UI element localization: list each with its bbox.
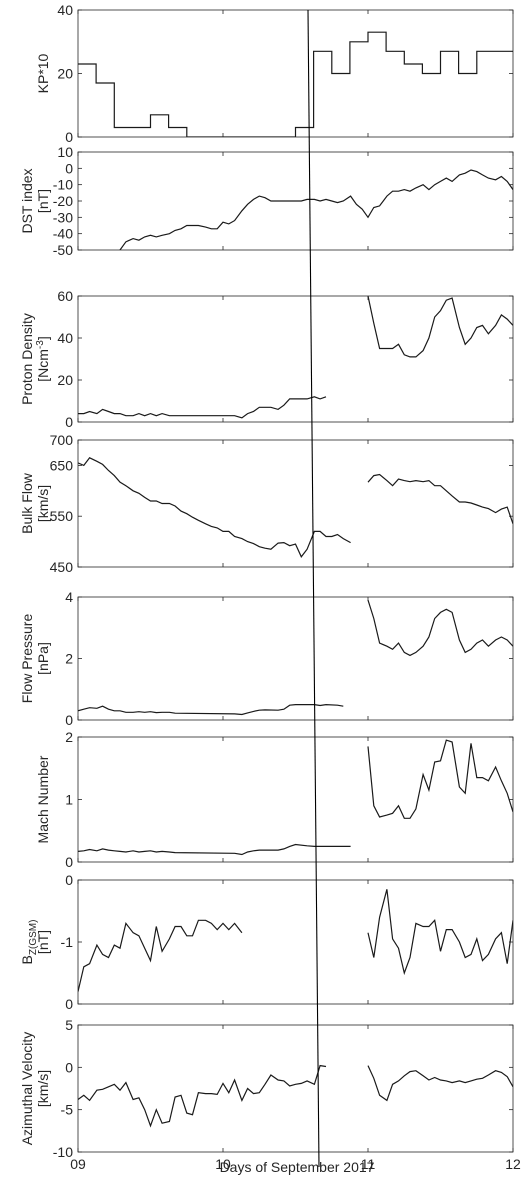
pressure-ylabel-line: Flow Pressure xyxy=(19,614,35,704)
azimuthal-series-segment-1 xyxy=(78,1064,327,1128)
mach-ytick-label: 1 xyxy=(65,792,73,808)
bz-series-segment-2 xyxy=(367,889,513,976)
azimuthal-ytick-label: -10 xyxy=(53,1144,73,1160)
mach-ylabel-line: Mach Number xyxy=(35,755,51,843)
density-series-segment-2 xyxy=(367,296,513,358)
bulkflow-ytick-label: 700 xyxy=(50,432,74,448)
pressure-series-segment-2 xyxy=(367,599,513,657)
kp-axes-box xyxy=(77,9,514,138)
panel-mach: 0 1 2 Mach Number xyxy=(35,729,514,870)
bz-ytick-label: 0 xyxy=(65,996,73,1012)
bz-ytick-label: -1 xyxy=(61,934,74,950)
dst-ytick-label: -40 xyxy=(53,226,73,242)
bulkflow-ylabel-line: [km/s] xyxy=(35,485,51,522)
azimuthal-ytick-label: 5 xyxy=(65,1017,73,1033)
kp-ytick-label: 0 xyxy=(65,129,73,145)
pressure-ylabel-line: [nPa] xyxy=(35,642,51,675)
azimuthal-ylabel-line: Azimuthal Velocity xyxy=(19,1032,35,1146)
panel-kp: 0 20 40 KP*10 xyxy=(35,2,514,145)
kp-ylabel-line: KP*10 xyxy=(35,53,51,93)
dst-ytick-label: 10 xyxy=(57,144,73,160)
kp-series-segment-1 xyxy=(78,31,513,137)
bulkflow-axes-box xyxy=(77,439,514,568)
panel-bulkflow: 450 550 650 700 Bulk Flow [km/s] xyxy=(19,432,514,575)
pressure-ytick-label: 0 xyxy=(65,712,73,728)
mach-ytick-label: 2 xyxy=(65,729,73,745)
azimuthal-ylabel-line: [km/s] xyxy=(35,1070,51,1107)
bulkflow-series-segment-1 xyxy=(78,457,351,558)
bulkflow-series-segment-2 xyxy=(367,473,513,524)
dst-ytick-label: -50 xyxy=(53,242,73,258)
pressure-series-segment-1 xyxy=(78,703,344,716)
bz-series-segment-1 xyxy=(78,919,243,992)
bulkflow-ytick-label: 650 xyxy=(50,457,74,473)
azimuthal-series-segment-2 xyxy=(367,1065,513,1102)
bulkflow-ytick-label: 550 xyxy=(50,508,74,524)
density-ytick-label: 0 xyxy=(65,414,73,430)
kp-ytick-label: 20 xyxy=(57,66,73,82)
pressure-ytick-label: 2 xyxy=(65,651,73,667)
density-ytick-label: 40 xyxy=(57,330,73,346)
xtick-label: 11 xyxy=(361,1156,376,1172)
density-series-segment-1 xyxy=(78,396,327,419)
density-ytick-label: 20 xyxy=(57,372,73,388)
density-ylabel-line: [Ncm-3] xyxy=(35,336,51,381)
dst-ytick-label: -30 xyxy=(53,209,73,225)
density-ylabel-line: Proton Density xyxy=(19,313,35,405)
dst-ytick-label: -10 xyxy=(53,177,73,193)
kp-ytick-label: 40 xyxy=(57,2,73,18)
event-marker-line xyxy=(307,9,320,1168)
mach-axes-box xyxy=(77,736,514,863)
azimuthal-ytick-label: -5 xyxy=(61,1102,74,1118)
mach-series-segment-1 xyxy=(78,843,351,856)
x-axis-label: Days of September 2017 xyxy=(220,1159,375,1175)
mach-series-segment-2 xyxy=(367,739,513,819)
pressure-axes-box xyxy=(77,596,514,721)
dst-ytick-label: 0 xyxy=(65,160,73,176)
dst-ylabel-line: DST index xyxy=(19,168,35,233)
xtick-label: 10 xyxy=(215,1156,231,1172)
azimuthal-ytick-label: 0 xyxy=(65,1059,73,1075)
bulkflow-ylabel-line: Bulk Flow xyxy=(19,472,35,534)
density-ytick-label: 60 xyxy=(57,288,73,304)
panel-pressure: 0 2 4 Flow Pressure [nPa] xyxy=(19,589,514,728)
bulkflow-ytick-label: 450 xyxy=(50,559,74,575)
xtick-label: 12 xyxy=(505,1156,521,1172)
mach-ytick-label: 0 xyxy=(65,854,73,870)
dst-ylabel-line: [nT] xyxy=(35,189,51,213)
bz-ylabel-line: [nT] xyxy=(35,930,51,954)
bz-ytick-label: 0 xyxy=(65,872,73,888)
bz-axes-box xyxy=(77,879,514,1005)
xtick-label: 09 xyxy=(70,1156,86,1172)
dst-ytick-label: -20 xyxy=(53,193,73,209)
panel-density: 0 20 40 60 Proton Density [Ncm-3] xyxy=(19,288,514,430)
azimuthal-axes-box xyxy=(77,1024,514,1153)
dst-series-segment-1 xyxy=(119,169,513,250)
pressure-ytick-label: 4 xyxy=(65,589,73,605)
density-axes-box xyxy=(77,295,514,423)
panel-azimuthal: -10 -5 0 5 Azimuthal Velocity [km/s] xyxy=(19,1017,514,1160)
